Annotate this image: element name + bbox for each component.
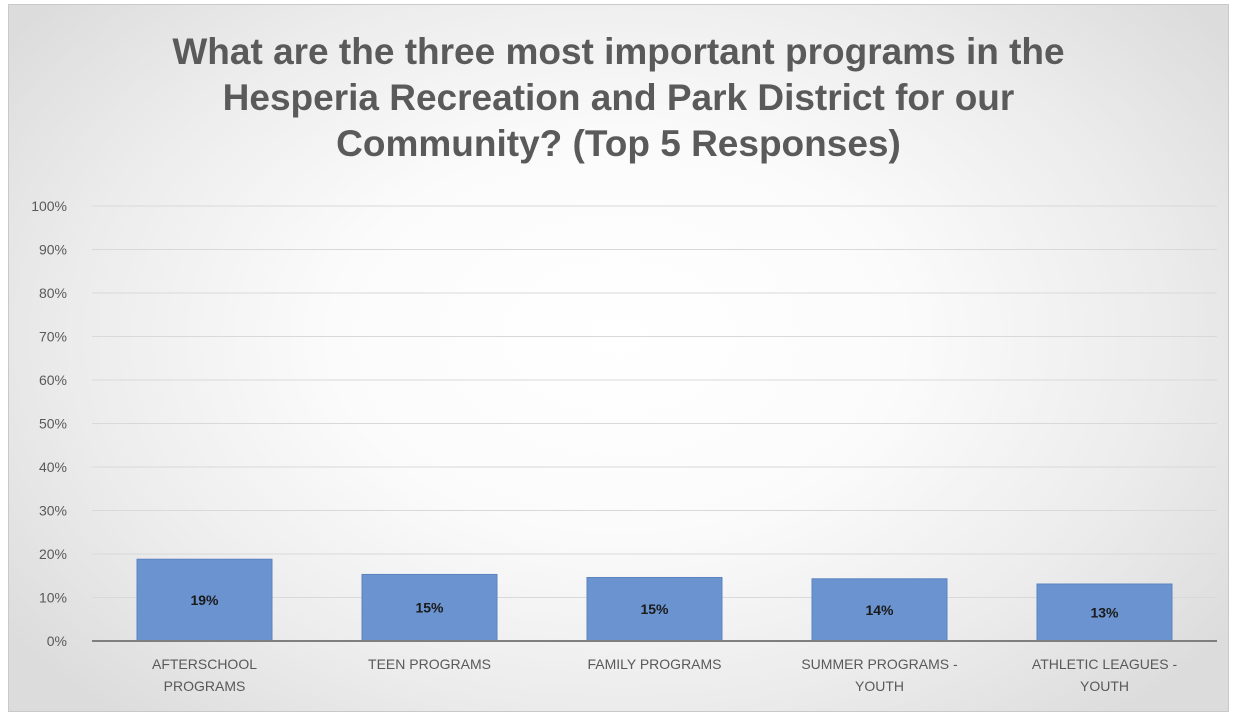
chart-title-line-1: What are the three most important progra… <box>172 31 1065 72</box>
y-tick-label: 50% <box>39 416 67 432</box>
bar <box>1036 583 1173 642</box>
y-tick-label: 0% <box>47 633 67 649</box>
chart-title: What are the three most important progra… <box>9 29 1228 167</box>
x-category-label: SUMMER PROGRAMS - <box>801 656 958 672</box>
bar-data-label: 15% <box>415 600 444 616</box>
x-category-label: YOUTH <box>1080 678 1129 694</box>
bar-data-label: 14% <box>865 602 894 618</box>
y-tick-label: 100% <box>31 198 67 214</box>
chart-title-line-2: Hesperia Recreation and Park District fo… <box>222 77 1015 118</box>
y-tick-label: 40% <box>39 459 67 475</box>
x-category-label: FAMILY PROGRAMS <box>587 656 721 672</box>
chart-frame: What are the three most important progra… <box>8 4 1229 712</box>
y-tick-label: 90% <box>39 242 67 258</box>
chart-plot-area: 0% 10% 20% 30% 40% 50% 60% 70% 80% 90% 100% 19% AFTE… <box>31 198 1217 694</box>
y-tick-label: 30% <box>39 503 67 519</box>
bar-data-label: 15% <box>640 601 669 617</box>
x-category-label: PROGRAMS <box>164 678 246 694</box>
bar-data-label: 13% <box>1090 605 1119 621</box>
chart-title-line-3: Community? (Top 5 Responses) <box>336 123 901 164</box>
bar <box>586 576 723 642</box>
y-tick-label: 80% <box>39 285 67 301</box>
x-category-label: YOUTH <box>855 678 904 694</box>
x-category-label: TEEN PROGRAMS <box>368 656 491 672</box>
bar <box>811 578 948 642</box>
y-tick-label: 10% <box>39 590 67 606</box>
x-category-label: ATHLETIC LEAGUES - <box>1032 656 1178 672</box>
y-tick-label: 20% <box>39 546 67 562</box>
x-category-label: AFTERSCHOOL <box>152 656 257 672</box>
bar-data-label: 19% <box>190 592 219 608</box>
bar <box>361 573 498 642</box>
bar <box>136 558 273 642</box>
y-tick-label: 70% <box>39 329 67 345</box>
y-tick-label: 60% <box>39 372 67 388</box>
